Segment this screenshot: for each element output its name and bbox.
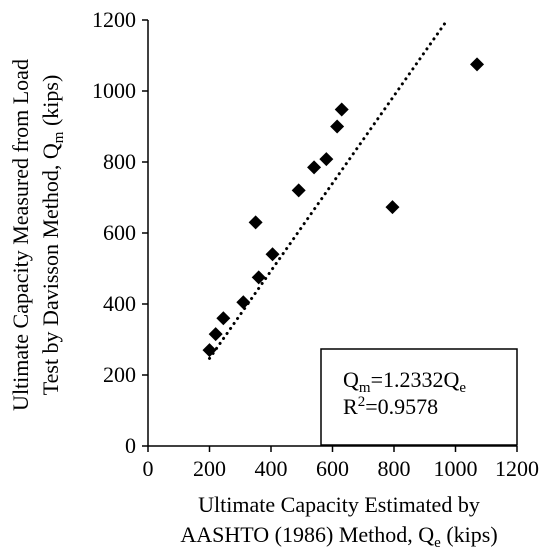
data-point — [307, 160, 322, 175]
x-axis-label-line2: AASHTO (1986) Method, Qe (kips) — [180, 522, 497, 550]
regression-equation: Qm=1.2332Qe — [343, 367, 466, 396]
x-tick-label: 1000 — [434, 456, 478, 481]
x-axis-label-line1: Ultimate Capacity Estimated by — [198, 492, 480, 517]
x-tick-label: 200 — [193, 456, 226, 481]
y-tick-label: 1000 — [92, 78, 136, 103]
data-point — [251, 270, 266, 285]
data-point — [236, 295, 251, 310]
x-tick-label: 0 — [143, 456, 154, 481]
y-tick-label: 600 — [103, 220, 136, 245]
r-squared-value: R2=0.9578 — [343, 394, 438, 419]
data-point — [291, 183, 306, 198]
x-tick-label: 400 — [255, 456, 288, 481]
y-tick-label: 800 — [103, 149, 136, 174]
trendline — [208, 18, 449, 360]
y-tick-label: 0 — [125, 433, 136, 458]
axes — [142, 19, 518, 452]
data-point — [265, 247, 280, 262]
x-tick-label: 1200 — [495, 456, 539, 481]
y-axis-label-line2: Test by Davisson Method, Qm (kips) — [38, 75, 67, 396]
data-point — [208, 327, 223, 342]
data-point — [334, 102, 349, 117]
trendline-group — [208, 18, 449, 360]
x-tick-label: 600 — [316, 456, 349, 481]
data-point — [202, 343, 217, 358]
y-axis-label-line1: Ultimate Capacity Measured from Load — [8, 59, 33, 411]
y-tick-labels: 0 200 400 600 800 1000 1200 — [92, 7, 136, 458]
data-point — [248, 215, 263, 230]
y-tick-label: 1200 — [92, 7, 136, 32]
x-tick-label: 800 — [378, 456, 411, 481]
x-tick-labels: 0 200 400 600 800 1000 1200 — [143, 456, 540, 481]
data-point — [216, 311, 231, 326]
data-point — [470, 57, 485, 72]
data-points — [202, 57, 485, 358]
data-point — [330, 119, 345, 134]
y-tick-label: 400 — [103, 291, 136, 316]
y-tick-label: 200 — [103, 362, 136, 387]
data-point — [319, 152, 334, 167]
equation-box: Qm=1.2332Qe R2=0.9578 — [320, 348, 518, 446]
equation-box-border — [320, 348, 518, 446]
data-point — [385, 200, 400, 215]
